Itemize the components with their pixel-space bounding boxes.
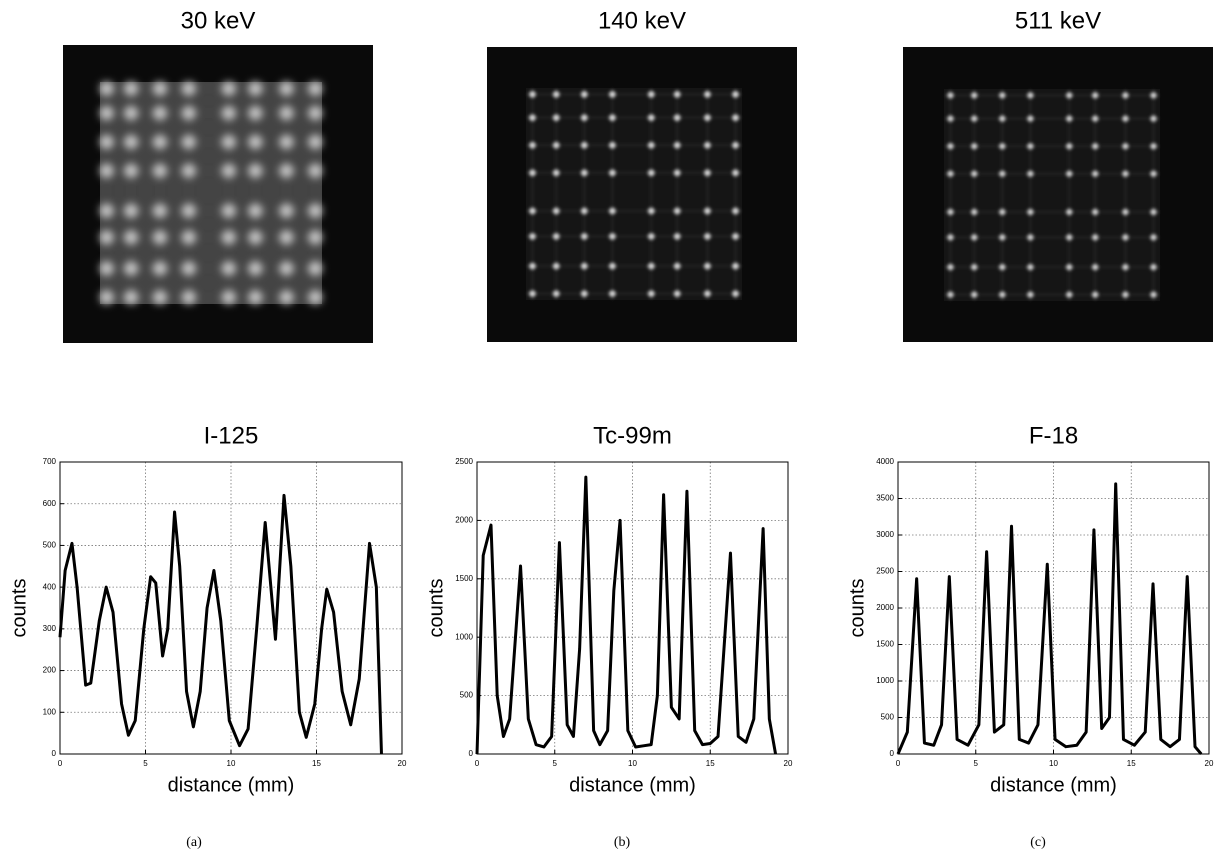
image-title: 140 keV <box>598 7 686 34</box>
y-tick-label: 1000 <box>876 676 894 685</box>
x-axis-label: distance (mm) <box>990 774 1117 796</box>
y-tick-label: 300 <box>43 624 57 633</box>
plot-frame <box>897 461 1210 755</box>
y-tick-label: 0 <box>52 749 57 758</box>
y-tick-label: 400 <box>43 582 57 591</box>
line-series <box>896 482 1203 755</box>
x-tick-label: 0 <box>896 759 901 768</box>
x-axis-label: distance (mm) <box>569 774 696 796</box>
image-dots <box>99 81 323 305</box>
image-title: 30 keV <box>181 7 256 34</box>
chart-title: F-18 <box>1029 422 1078 449</box>
y-tick-label: 500 <box>460 691 474 700</box>
x-tick-label: 10 <box>1049 759 1058 768</box>
image-title: 511 keV <box>1015 7 1101 34</box>
x-tick-label: 10 <box>227 759 236 768</box>
y-axis-label: counts <box>846 579 868 638</box>
x-tick-label: 10 <box>628 759 637 768</box>
x-tick-label: 0 <box>475 759 480 768</box>
x-tick-label: 15 <box>1127 759 1136 768</box>
x-tick-label: 15 <box>312 759 321 768</box>
x-tick-label: 15 <box>706 759 715 768</box>
x-axis-label: distance (mm) <box>168 774 295 796</box>
y-axis-label: counts <box>425 579 447 638</box>
y-tick-label: 500 <box>881 713 895 722</box>
y-tick-label: 2000 <box>455 516 473 525</box>
y-tick-label: 100 <box>43 707 57 716</box>
image-dots <box>944 89 1160 301</box>
panel-label: (a) <box>186 835 202 850</box>
y-tick-label: 2000 <box>876 603 894 612</box>
chart-title: Tc-99m <box>593 422 672 449</box>
line-series <box>475 475 778 755</box>
y-tick-label: 2500 <box>876 567 894 576</box>
plot-frame <box>476 461 789 755</box>
x-tick-label: 20 <box>398 759 407 768</box>
y-tick-label: 600 <box>43 499 57 508</box>
x-tick-label: 0 <box>58 759 63 768</box>
y-tick-label: 4000 <box>876 457 894 466</box>
y-tick-label: 700 <box>43 457 57 466</box>
y-tick-label: 2500 <box>455 457 473 466</box>
plot-frame <box>59 461 403 755</box>
panel-label: (b) <box>614 835 631 850</box>
y-axis-label: counts <box>8 579 30 638</box>
x-tick-label: 20 <box>1205 759 1214 768</box>
x-tick-label: 5 <box>143 759 148 768</box>
y-tick-label: 500 <box>43 541 57 550</box>
chart-title: I-125 <box>204 422 259 449</box>
image-dots <box>526 88 742 300</box>
y-tick-label: 1500 <box>876 640 894 649</box>
y-tick-label: 0 <box>890 749 895 758</box>
y-tick-label: 200 <box>43 666 57 675</box>
x-tick-label: 5 <box>974 759 979 768</box>
panel-label: (c) <box>1030 835 1046 850</box>
y-tick-label: 1500 <box>455 574 473 583</box>
line-series <box>58 493 383 755</box>
y-tick-label: 1000 <box>455 632 473 641</box>
y-tick-label: 3000 <box>876 530 894 539</box>
x-tick-label: 20 <box>784 759 793 768</box>
y-tick-label: 3500 <box>876 494 894 503</box>
x-tick-label: 5 <box>553 759 558 768</box>
image-field <box>944 89 1160 301</box>
y-tick-label: 0 <box>469 749 474 758</box>
